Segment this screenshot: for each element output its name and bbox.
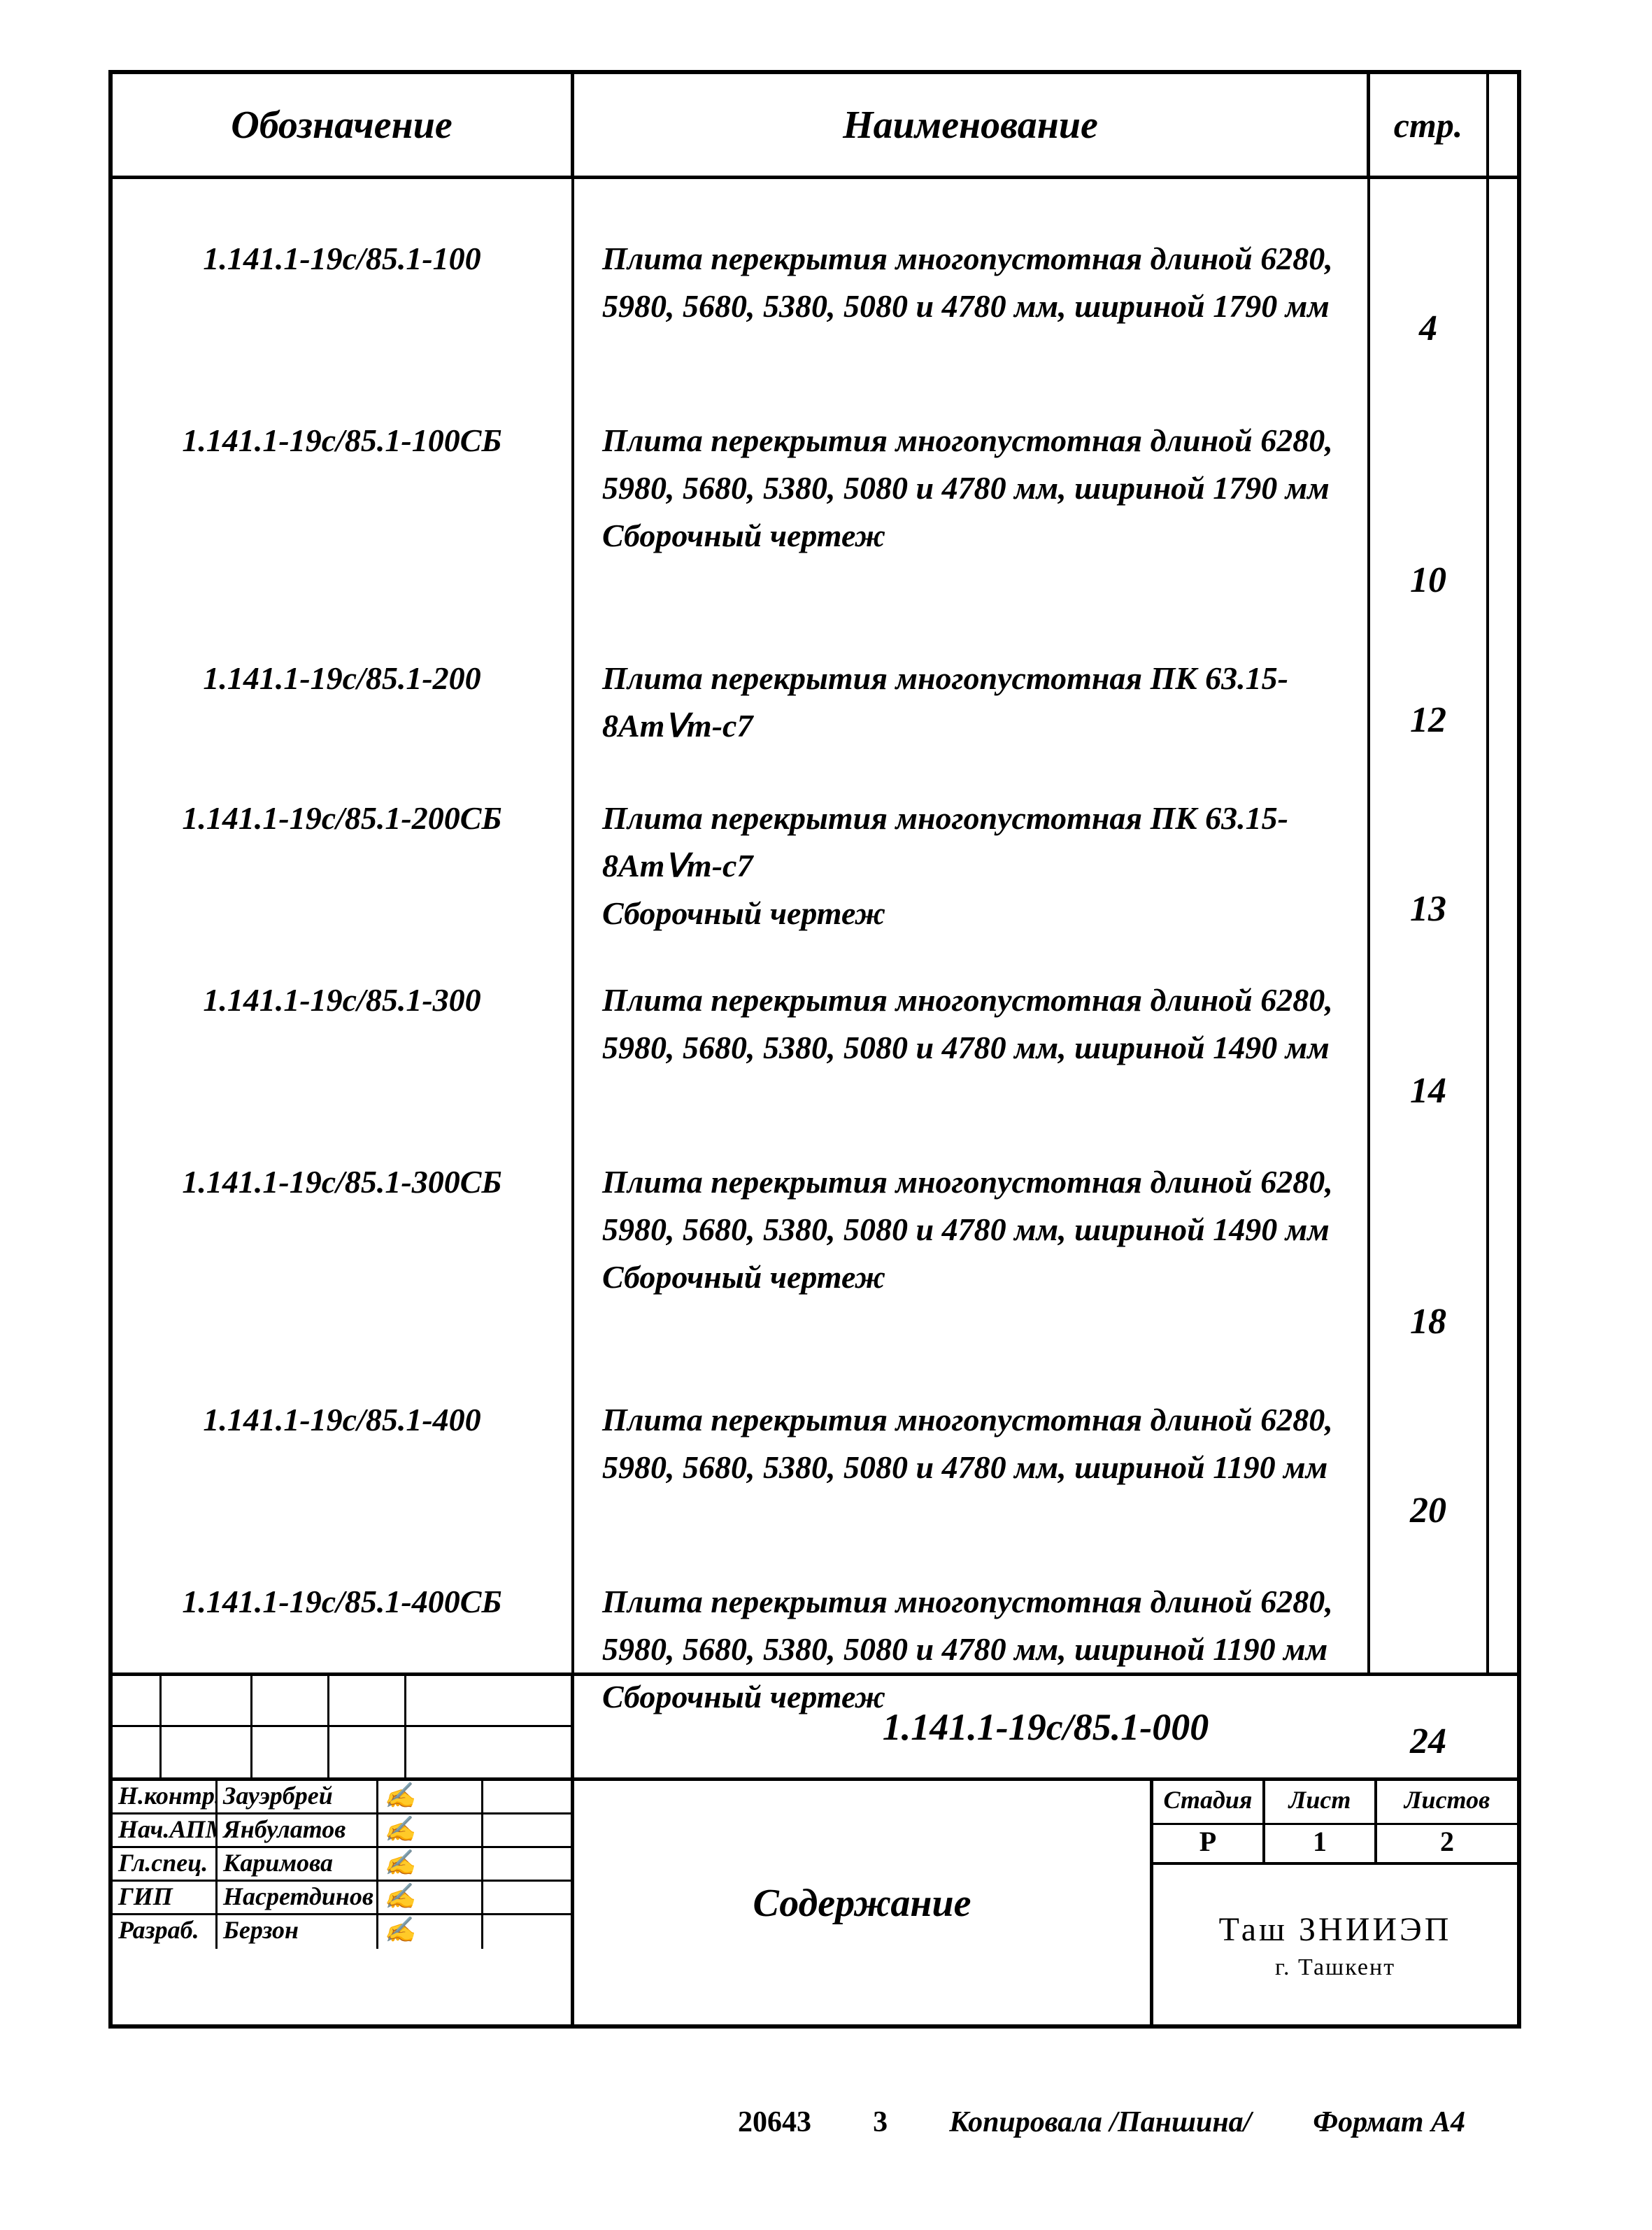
row-desc: Плита перекрытия многопустотная длиной 6…	[574, 235, 1367, 330]
row-code: 1.141.1-19с/85.1-200	[113, 655, 571, 702]
sig-name: Берзон	[218, 1915, 378, 1949]
table-body: 1.141.1-19с/85.1-100 1.141.1-19с/85.1-100…	[113, 179, 1517, 1676]
column-stub	[1489, 179, 1517, 1672]
sig-date	[483, 1781, 571, 1812]
row-page: 18	[1370, 1298, 1486, 1346]
row-code: 1.141.1-19с/85.1-300	[113, 976, 571, 1024]
row-page: 4	[1370, 305, 1486, 353]
signature-row: ГИПНасретдинов✍	[113, 1882, 571, 1915]
org-city: г. Ташкент	[1275, 1954, 1395, 1981]
signature-row: Н.контр.Зауэрбрей✍	[113, 1781, 571, 1814]
stage-value: Р	[1153, 1823, 1262, 1858]
sig-role: Гл.спец.	[113, 1848, 218, 1880]
sig-signature: ✍	[378, 1814, 483, 1846]
row-page: 13	[1370, 886, 1486, 933]
signature-row: Гл.спец.Каримова✍	[113, 1848, 571, 1882]
row-page: 24	[1370, 1718, 1486, 1766]
sig-name: Насретдинов	[218, 1882, 378, 1913]
row-code: 1.141.1-19с/85.1-300СБ	[113, 1158, 571, 1206]
row-page: 12	[1370, 697, 1486, 744]
row-desc: Плита перекрытия многопустотная длиной 6…	[574, 1578, 1367, 1721]
footer: 20643 3 Копировала /Паншина/ Формат А4	[108, 2105, 1521, 2139]
header-designation: Обозначение	[113, 74, 574, 176]
stage-label: Стадия	[1164, 1785, 1253, 1814]
row-desc: Плита перекрытия многопустотная ПК 63.15…	[574, 795, 1367, 937]
sheet-label: Лист	[1289, 1785, 1351, 1814]
sheet-value: 1	[1265, 1823, 1374, 1858]
footer-format: Формат А4	[1313, 2105, 1465, 2139]
sig-role: Разраб.	[113, 1915, 218, 1949]
row-desc: Плита перекрытия многопустотная длиной 6…	[574, 417, 1367, 560]
sig-date	[483, 1915, 571, 1949]
header-stub	[1489, 74, 1517, 176]
header-page: стр.	[1370, 74, 1489, 176]
page: Обозначение Наименование стр. 1.141.1-19…	[108, 70, 1521, 2154]
sig-role: ГИП	[113, 1882, 218, 1913]
org-name: Таш ЗНИИЭП	[1219, 1910, 1452, 1949]
organization: Таш ЗНИИЭП г. Ташкент	[1153, 1865, 1517, 2026]
sig-role: Нач.АПМ3	[113, 1814, 218, 1846]
stamp: Стадия Р Лист 1 Листов 2	[1153, 1781, 1517, 2026]
sig-signature: ✍	[378, 1882, 483, 1913]
row-code: 1.141.1-19с/85.1-200СБ	[113, 795, 571, 842]
sig-name: Каримова	[218, 1848, 378, 1880]
row-page: 14	[1370, 1067, 1486, 1115]
table-header: Обозначение Наименование стр.	[113, 74, 1517, 179]
sig-signature: ✍	[378, 1848, 483, 1880]
row-code: 1.141.1-19с/85.1-400	[113, 1396, 571, 1444]
row-desc: Плита перекрытия многопустотная длиной 6…	[574, 1396, 1367, 1491]
row-code: 1.141.1-19с/85.1-100	[113, 235, 571, 283]
doc-title: Содержание	[574, 1781, 1153, 2026]
row-page: 20	[1370, 1487, 1486, 1535]
main-table: Обозначение Наименование стр. 1.141.1-19…	[108, 70, 1521, 2029]
column-name: Плита перекрытия многопустотная длиной 6…	[574, 179, 1370, 1672]
sig-date	[483, 1882, 571, 1913]
sig-name: Зауэрбрей	[218, 1781, 378, 1812]
row-code: 1.141.1-19с/85.1-100СБ	[113, 417, 571, 464]
title-block: Н.контр.Зауэрбрей✍Нач.АПМ3Янбулатов✍Гл.с…	[113, 1676, 1517, 2026]
signature-row: Нач.АПМ3Янбулатов✍	[113, 1814, 571, 1848]
sig-signature: ✍	[378, 1915, 483, 1949]
footer-copied: Копировала /Паншина/	[949, 2105, 1251, 2139]
sheets-label: Листов	[1404, 1785, 1490, 1814]
footer-num2: 3	[873, 2105, 888, 2139]
header-name: Наименование	[574, 74, 1370, 176]
sig-signature: ✍	[378, 1781, 483, 1812]
row-desc: Плита перекрытия многопустотная ПК 63.15…	[574, 655, 1367, 750]
row-code: 1.141.1-19с/85.1-400СБ	[113, 1578, 571, 1626]
signature-row: Разраб.Берзон✍	[113, 1915, 571, 1949]
row-page: 10	[1370, 557, 1486, 604]
sig-role: Н.контр.	[113, 1781, 218, 1812]
sig-date	[483, 1848, 571, 1880]
footer-num1: 20643	[738, 2105, 811, 2139]
sig-name: Янбулатов	[218, 1814, 378, 1846]
column-designation: 1.141.1-19с/85.1-100 1.141.1-19с/85.1-100…	[113, 179, 574, 1672]
sheets-value: 2	[1377, 1823, 1517, 1858]
sig-date	[483, 1814, 571, 1846]
column-page: 410121314182024	[1370, 179, 1489, 1672]
row-desc: Плита перекрытия многопустотная длиной 6…	[574, 1158, 1367, 1301]
signature-block: Н.контр.Зауэрбрей✍Нач.АПМ3Янбулатов✍Гл.с…	[113, 1676, 574, 2026]
row-desc: Плита перекрытия многопустотная длиной 6…	[574, 976, 1367, 1072]
